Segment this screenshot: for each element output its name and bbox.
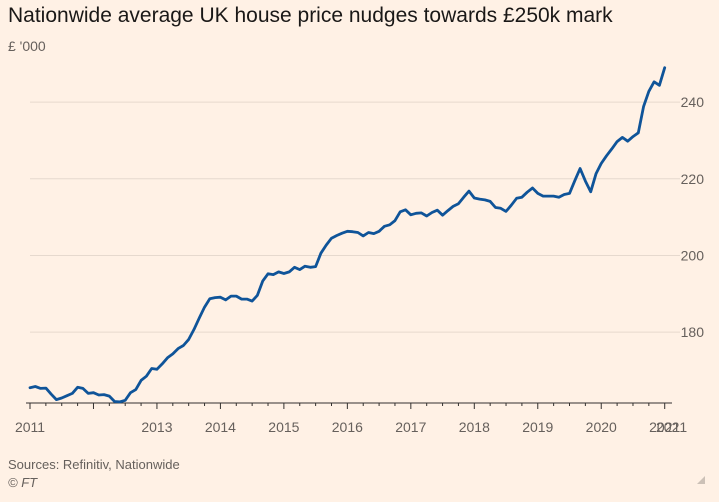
y-tick-label: 200 <box>681 247 705 263</box>
x-tick-label: 2021 <box>656 419 687 435</box>
x-tick-label: 2020 <box>586 419 617 435</box>
y-tick-label: 220 <box>681 171 705 187</box>
x-tick-label: 2011 <box>15 419 45 435</box>
x-tick-label: 2017 <box>395 419 426 435</box>
x-tick-label: 2018 <box>459 419 490 435</box>
x-tick-label: 2014 <box>205 419 236 435</box>
x-tick-label: 2019 <box>522 419 553 435</box>
x-tick-label: 2021 <box>649 419 680 435</box>
y-unit-label: £ '000 <box>8 38 46 54</box>
x-tick-label: 2016 <box>332 419 363 435</box>
x-tick-label: 2013 <box>141 419 172 435</box>
y-tick-label: 240 <box>681 94 705 110</box>
x-tick-label: 2015 <box>268 419 299 435</box>
series-line <box>28 66 667 404</box>
chart-title: Nationwide average UK house price nudges… <box>8 4 613 27</box>
resize-handle-icon <box>697 476 705 484</box>
ft-credit: © FT <box>8 475 38 490</box>
y-tick-label: 180 <box>681 324 705 340</box>
sources-note: Sources: Refinitiv, Nationwide <box>8 457 180 472</box>
